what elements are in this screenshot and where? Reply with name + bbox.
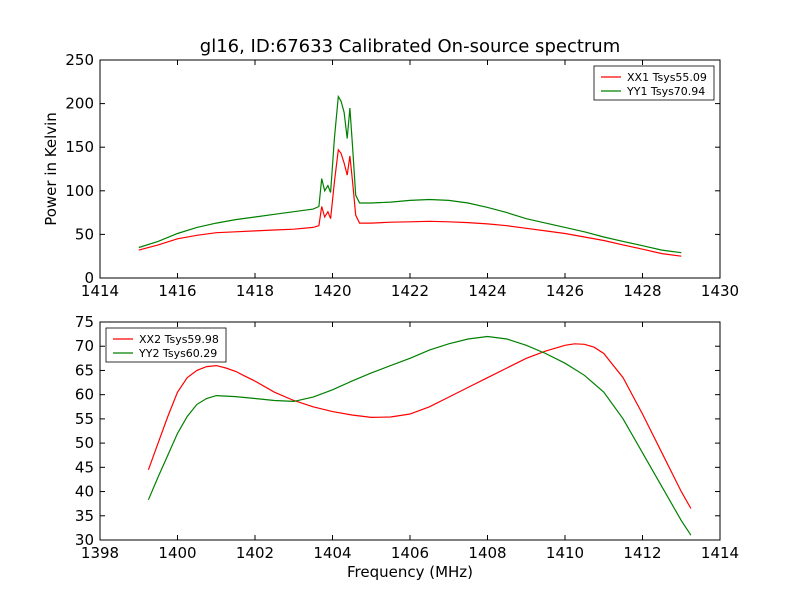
top-legend-label-1: XX1 Tsys55.09 (627, 71, 707, 84)
bottom-x-tick-label: 1410 (546, 544, 584, 562)
bottom-x-tick-label: 1402 (236, 544, 274, 562)
top-x-tick-label: 1428 (623, 282, 661, 300)
bottom-series-1-line (147, 343, 692, 509)
bottom-y-tick-label: 55 (75, 410, 94, 428)
top-y-tick-label: 50 (75, 225, 94, 243)
figure-title: gl16, ID:67633 Calibrated On-source spec… (200, 36, 620, 57)
bottom-x-axis-label: Frequency (MHz) (347, 563, 473, 581)
top-plot: 1414 1416 1418 1420 1422 1424 1426 1428 1430 0 50 1… (42, 51, 739, 300)
bottom-y-tick-label: 60 (75, 386, 94, 404)
top-series-1-line (138, 148, 682, 257)
bottom-series-2-line (147, 335, 692, 536)
top-y-tick-label: 100 (65, 182, 94, 200)
top-y-axis-label: Power in Kelvin (42, 112, 60, 226)
top-x-tick-label: 1430 (701, 282, 739, 300)
bottom-legend-label-2: YY2 Tsys60.29 (138, 347, 217, 360)
top-y-tick-label: 150 (65, 138, 94, 156)
top-x-tick-label: 1414 (81, 282, 119, 300)
bottom-x-tick-label: 1406 (391, 544, 429, 562)
bottom-x-tick-label: 1404 (313, 544, 351, 562)
top-x-tick-label: 1422 (391, 282, 429, 300)
top-series-2-line (138, 94, 682, 254)
bottom-legend-label-1: XX2 Tsys59.98 (139, 333, 219, 346)
bottom-legend-box (105, 327, 227, 363)
top-legend-box (593, 65, 715, 101)
top-legend-label-2: YY1 Tsys70.94 (626, 85, 705, 98)
bottom-plot: 1398 1400 1402 1404 1406 1408 1410 1412 1414 30 35… (75, 313, 739, 581)
top-y-tick-label: 200 (65, 95, 94, 113)
bottom-y-tick-label: 40 (75, 483, 94, 501)
bottom-x-tick-label: 1412 (623, 544, 661, 562)
bottom-y-tick-label: 45 (75, 458, 94, 476)
top-x-tick-label: 1416 (158, 282, 196, 300)
bottom-x-tick-label: 1408 (468, 544, 506, 562)
bottom-y-tick-label: 35 (75, 507, 94, 525)
top-x-tick-label: 1420 (313, 282, 351, 300)
top-x-tick-label: 1418 (236, 282, 274, 300)
bottom-x-tick-label: 1398 (81, 544, 119, 562)
bottom-y-tick-label: 30 (75, 531, 94, 549)
bottom-x-tick-label: 1414 (701, 544, 739, 562)
bottom-x-tick-label: 1400 (158, 544, 196, 562)
top-y-tick-label: 250 (65, 51, 94, 69)
bottom-y-tick-label: 65 (75, 361, 94, 379)
top-x-tick-label: 1424 (468, 282, 506, 300)
bottom-y-tick-label: 50 (75, 434, 94, 452)
bottom-y-tick-label: 70 (75, 337, 94, 355)
top-y-tick-label: 0 (84, 269, 94, 287)
top-x-tick-label: 1426 (546, 282, 584, 300)
bottom-y-tick-label: 75 (75, 313, 94, 331)
